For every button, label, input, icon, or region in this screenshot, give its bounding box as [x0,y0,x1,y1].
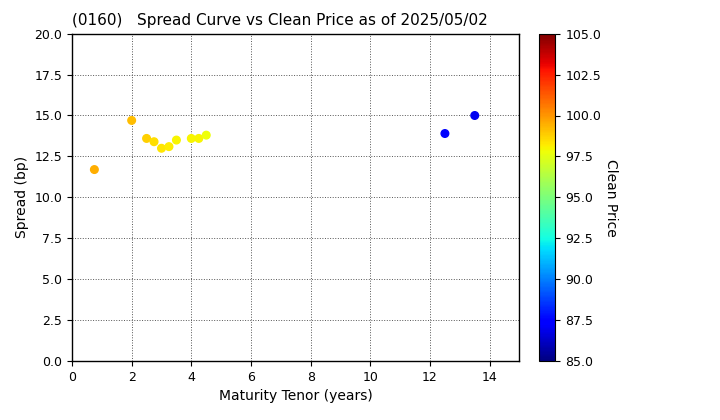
Point [156,145,167,152]
Point [186,135,197,142]
Point [89,166,100,173]
X-axis label: Maturity Tenor (years): Maturity Tenor (years) [219,389,373,404]
Point [148,138,160,145]
Text: (0160)   Spread Curve vs Clean Price as of 2025/05/02: (0160) Spread Curve vs Clean Price as of… [72,13,487,28]
Point [171,136,182,143]
Point [163,143,175,150]
Point [469,112,480,119]
Point [126,117,138,124]
Y-axis label: Spread (bp): Spread (bp) [15,156,29,239]
Point [141,135,153,142]
Point [193,135,204,142]
Point [200,132,212,139]
Point [439,130,451,137]
Y-axis label: Clean Price: Clean Price [604,158,618,236]
